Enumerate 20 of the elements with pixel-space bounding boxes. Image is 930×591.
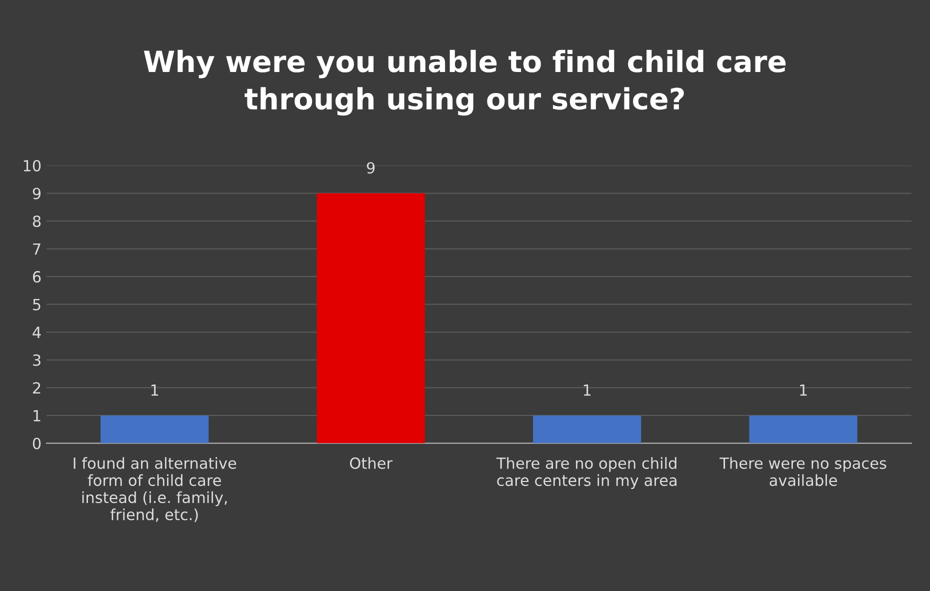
x-tick-label: Other <box>350 457 393 469</box>
y-tick-label: 5 <box>33 299 40 310</box>
y-tick-label: 8 <box>32 216 41 228</box>
x-tick-label: There are no open child care centers in my area <box>496 457 676 490</box>
chart-title: Why were you unable to find child care through using our service? <box>144 50 786 116</box>
y-tick-label: 0 <box>32 438 41 450</box>
data-label: 1 <box>151 384 158 396</box>
y-tick-label: 3 <box>33 354 40 366</box>
data-label: 9 <box>366 162 375 174</box>
x-tick-label: There were no spaces available <box>720 457 886 486</box>
x-tick-label: I found an alternative form of child care instead (i.e. family, friend, etc.) <box>74 457 236 522</box>
data-label: 1 <box>584 384 591 396</box>
y-tick-label: 6 <box>32 271 41 283</box>
y-tick-label: 1 <box>34 410 40 422</box>
y-tick-label: 9 <box>32 188 41 200</box>
y-tick-label: 2 <box>33 382 40 394</box>
y-tick-label: 10 <box>24 160 41 172</box>
y-tick-label: 7 <box>33 243 40 255</box>
data-label: 1 <box>800 384 807 396</box>
y-tick-label: 4 <box>32 326 41 338</box>
